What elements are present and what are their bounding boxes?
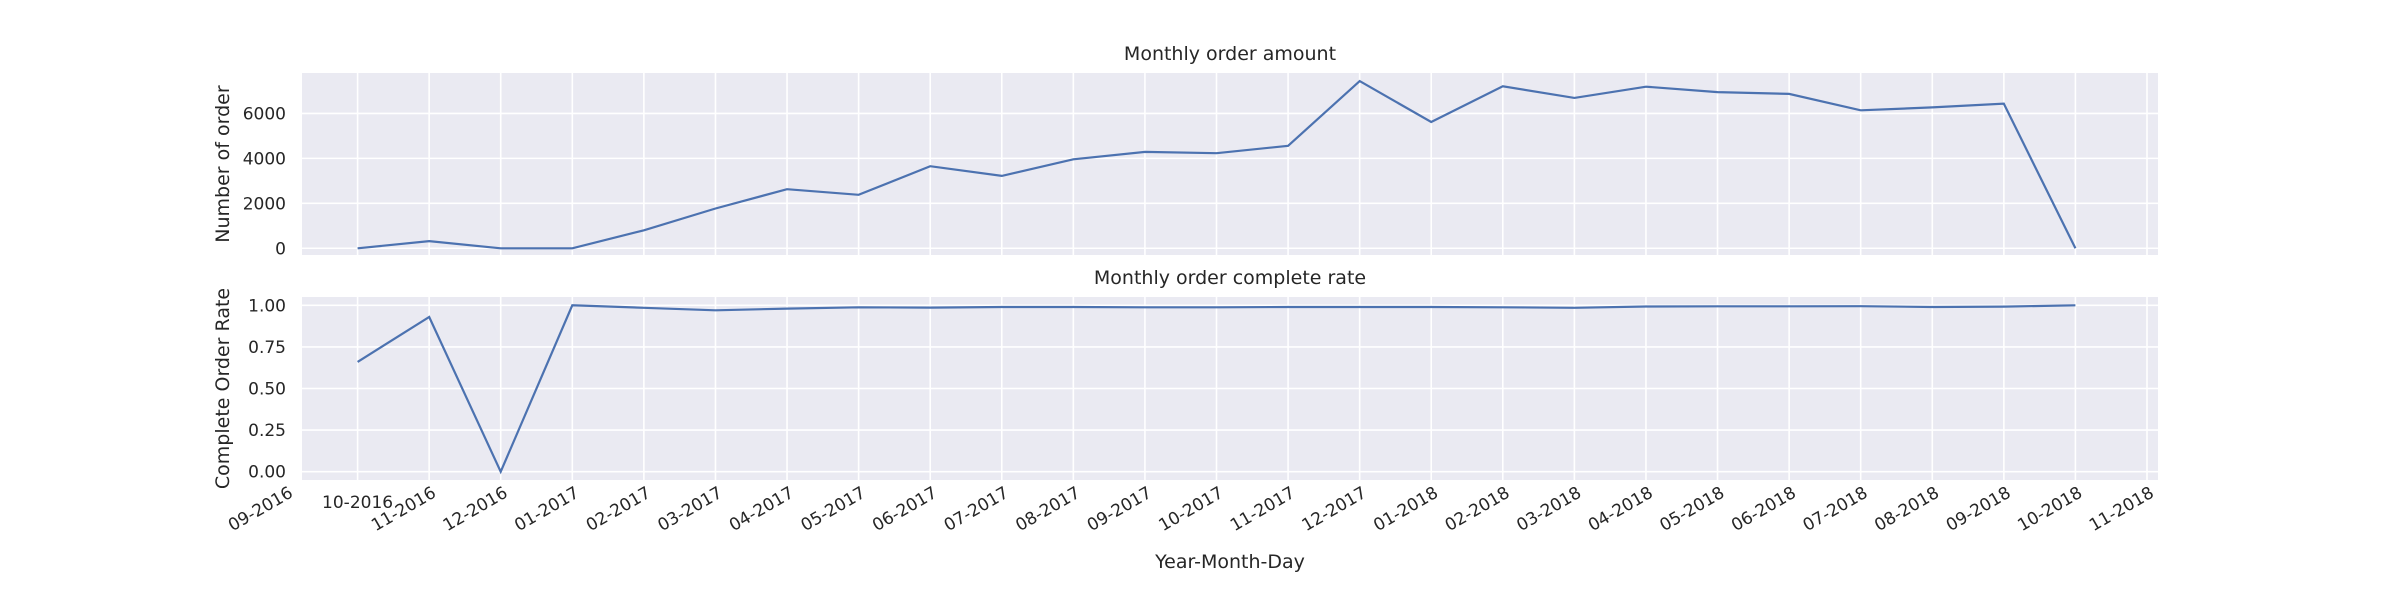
- grid-complete-rate: [285, 297, 2158, 480]
- y-tick-label: 6000: [243, 104, 286, 124]
- x-tick-label: 04-2018: [1585, 483, 1657, 536]
- x-tick-label: 10-2017: [1155, 483, 1227, 536]
- y-tick-label: 0.00: [248, 463, 286, 483]
- y-tick-label: 2000: [243, 194, 286, 214]
- x-tick-label: 02-2018: [1442, 483, 1514, 536]
- y-tick-label: 4000: [243, 149, 286, 169]
- y-tick-label: 0.75: [248, 338, 286, 358]
- x-tick-label: 01-2018: [1370, 483, 1442, 536]
- x-tick-label: 07-2018: [1800, 483, 1872, 536]
- x-tick-label: 10-2018: [2014, 483, 2086, 536]
- x-tick-label: 08-2017: [1012, 483, 1084, 536]
- x-tick-label: 01-2017: [511, 483, 583, 536]
- x-axis-label: Year-Month-Day: [1154, 551, 1305, 573]
- x-tick-label: 12-2017: [1299, 483, 1371, 536]
- x-tick-label: 06-2018: [1728, 483, 1800, 536]
- x-tick-label: 09-2017: [1084, 483, 1156, 536]
- grid-order-amount: [285, 73, 2158, 255]
- chart-title-complete-rate: Monthly order complete rate: [1094, 267, 1366, 289]
- y-tick-label: 1.00: [248, 296, 286, 316]
- x-tick-label: 05-2017: [798, 483, 870, 536]
- y-tick-label: 0: [275, 239, 286, 259]
- y-axis-label-complete-rate: Complete Order Rate: [212, 288, 234, 489]
- x-tick-label: 10-2016: [322, 493, 393, 513]
- x-tick-label: 08-2018: [1871, 483, 1943, 536]
- x-tick-label: 09-2016: [225, 483, 297, 536]
- x-tick-label: 11-2017: [1227, 483, 1299, 536]
- plot-area-order-amount: [302, 73, 2158, 255]
- chart-title-order-amount: Monthly order amount: [1124, 43, 1336, 65]
- x-tick-label: 06-2017: [869, 483, 941, 536]
- series-line-complete-rate: [357, 304, 2076, 475]
- x-tick-label: 05-2018: [1657, 483, 1729, 536]
- x-tick-label: 09-2018: [1943, 483, 2015, 536]
- x-tick-label: 12-2016: [440, 483, 512, 536]
- y-ticks-complete-rate: 0.00 0.25 0.50 0.75 1.00: [248, 296, 286, 482]
- y-ticks-order-amount: 0 2000 4000 6000: [243, 104, 286, 259]
- x-tick-label: 03-2018: [1513, 483, 1585, 536]
- y-axis-label-order-amount: Number of order: [212, 85, 234, 243]
- y-tick-label: 0.25: [248, 421, 286, 441]
- x-tick-label: 02-2017: [583, 483, 655, 536]
- x-tick-label: 11-2018: [2086, 483, 2158, 536]
- panel-complete-rate: 0.00 0.25 0.50 0.75 1.00 09-2016 10-2016 11-20…: [212, 267, 2158, 573]
- y-tick-label: 0.50: [248, 380, 286, 400]
- x-tick-label: 07-2017: [941, 483, 1013, 536]
- x-tick-label: 04-2017: [726, 483, 798, 536]
- series-line-order-amount: [357, 79, 2077, 250]
- x-tick-label: 03-2017: [654, 483, 726, 536]
- panel-order-amount: 0 2000 4000 6000 Monthly order amount Numbe…: [212, 43, 2158, 259]
